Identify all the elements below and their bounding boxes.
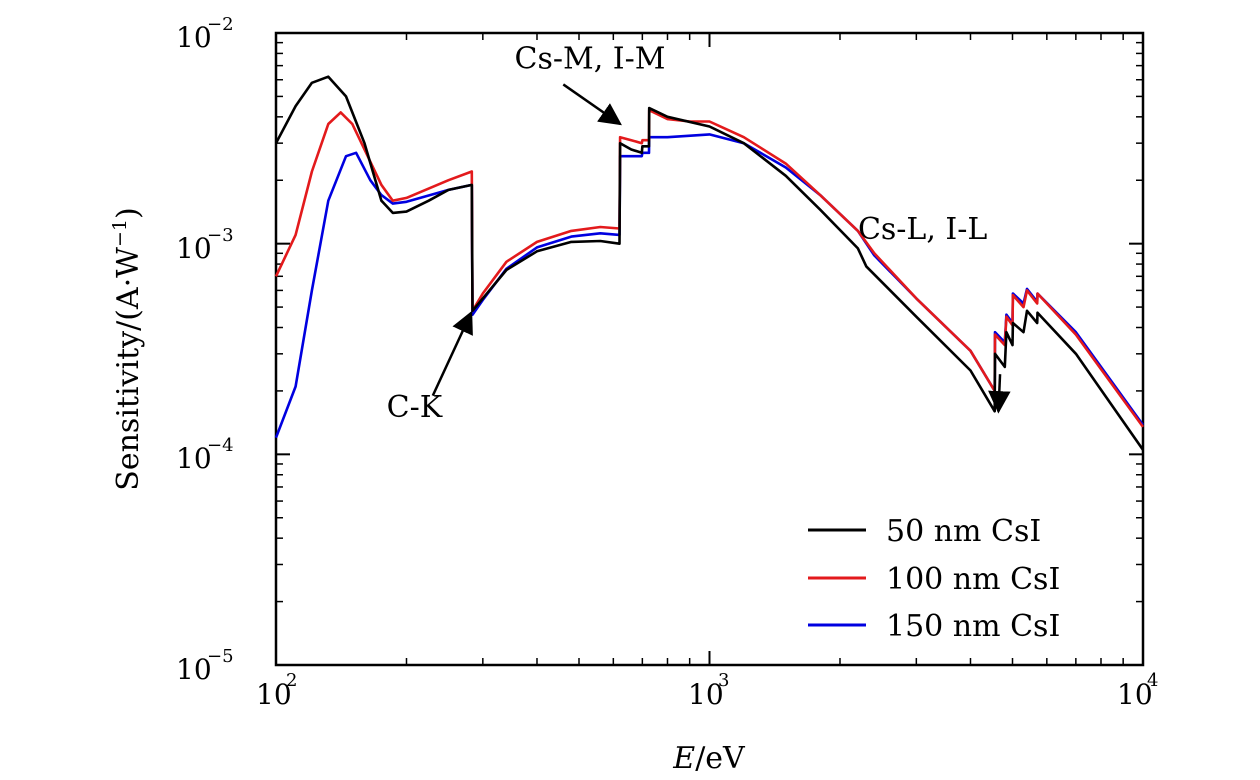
series-line-0 [274, 75, 1145, 451]
y-axis-label: Sensitivity/(A·W−1) [109, 207, 146, 490]
y-tick-labels: 10 −2 10 −3 10 −4 10 −5 [176, 14, 234, 686]
series-line-1 [274, 108, 1145, 428]
annotation-cs-l-label: Cs-L, I-L [858, 212, 987, 247]
x-tick-labels: 10 2 10 3 10 4 [256, 670, 1158, 711]
legend-label-2: 150 nm CsI [886, 609, 1060, 644]
annotation-cs-m-label: Cs-M, I-M [515, 41, 666, 76]
x-tick-exp-1: 3 [718, 670, 729, 691]
data-series [274, 75, 1145, 451]
legend-label-1: 100 nm CsI [886, 562, 1060, 597]
legend-label-0: 50 nm CsI [886, 514, 1041, 549]
y-tick-exp-1: −3 [207, 225, 234, 246]
arrow-cs-l [988, 374, 1011, 414]
x-tick-label-0: 10 [256, 678, 292, 711]
arrow-cs-m [562, 83, 622, 126]
annotations: Cs-M, I-M C-K Cs-L, I-L [387, 41, 1011, 425]
x-tick-label-2: 10 [1117, 678, 1153, 711]
x-tick-exp-2: 4 [1147, 670, 1158, 691]
x-axis-label: E/eV [672, 741, 746, 776]
y-tick-label-3: 10 [176, 653, 212, 686]
arrow-c-k [431, 310, 473, 397]
svg-text:Sensitivity/(A·W−1): Sensitivity/(A·W−1) [109, 207, 146, 490]
y-tick-exp-2: −4 [207, 435, 234, 456]
minor-ticks [276, 33, 1143, 665]
y-tick-label-0: 10 [176, 21, 212, 54]
y-tick-exp-3: −5 [207, 646, 234, 667]
x-tick-label-1: 10 [688, 678, 724, 711]
y-tick-label-2: 10 [176, 442, 212, 475]
major-ticks [275, 32, 1144, 666]
y-tick-exp-0: −2 [207, 14, 234, 35]
legend: 50 nm CsI 100 nm CsI 150 nm CsI [808, 514, 1060, 644]
annotation-c-k-label: C-K [387, 390, 443, 425]
x-tick-exp-0: 2 [286, 670, 297, 691]
y-tick-label-1: 10 [176, 232, 212, 265]
